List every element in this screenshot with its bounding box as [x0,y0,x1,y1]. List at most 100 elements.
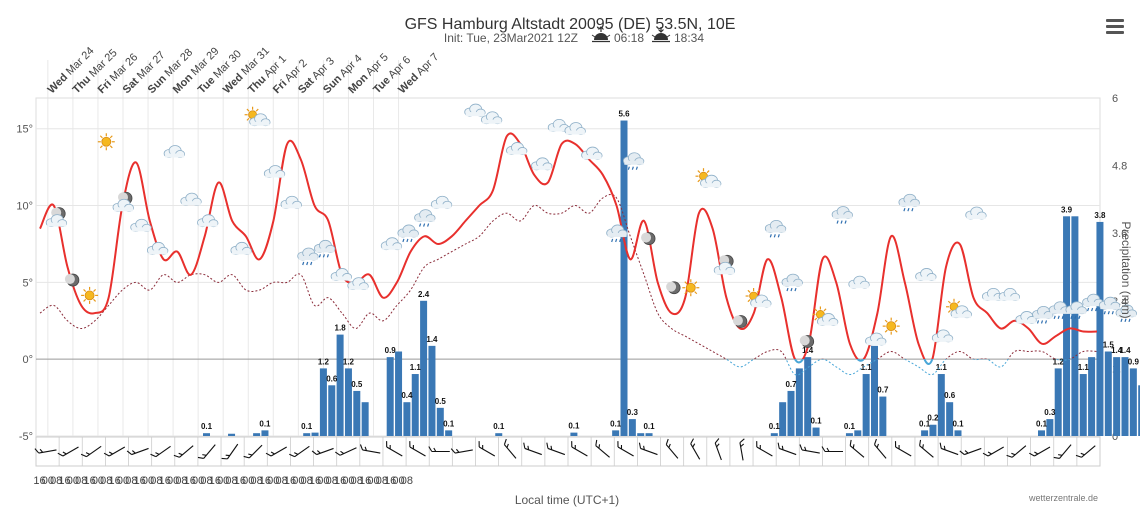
cloud-base [282,204,301,209]
rain-cloud-icon [1082,293,1104,312]
dewpoint-line-below-zero [725,359,1071,376]
sun-ray [246,108,250,112]
wind-staff [665,444,679,459]
chart-title: GFS Hamburg Altstadt 20095 (DE) 53.5N, 1… [405,16,736,33]
hour-label: 16 [184,475,196,487]
wind-feather [248,453,253,456]
rain-cloud-icon [1098,296,1121,315]
rain-drop [410,238,413,243]
wind-barb-icon [982,446,1004,457]
hour-label: 16 [234,475,246,487]
rain-cloud-icon [606,224,628,243]
wind-staff [503,444,517,459]
wind-feather [80,453,87,458]
menu-icon[interactable] [1104,16,1126,36]
wind-feather [571,441,573,448]
cloud-icon [263,165,286,178]
precipitation-bar [1113,357,1121,436]
cloud-base [1050,309,1070,314]
precipitation-value-label: 0.3 [1044,408,1056,417]
rain-drop [1074,315,1077,319]
precipitation-value-label: 0.5 [435,397,447,406]
precipitation-bar [946,402,954,436]
precipitation-bar [328,385,336,436]
wind-staff [478,446,496,457]
wind-staff [547,447,566,456]
precipitation-bar [879,396,887,436]
wind-feather [289,453,295,458]
wind-barb-icon [714,438,722,461]
rain-drop [1078,315,1081,319]
wind-feather [359,444,364,451]
wind-feather [638,442,642,449]
cloud-base [382,245,402,250]
rain-drop [1044,320,1048,324]
wind-staff [964,447,982,456]
wind-feather [340,450,345,455]
sun-ray [884,329,888,333]
rain-drop [306,261,309,266]
moon-shade [799,335,810,346]
hour-label: 16 [259,475,271,487]
wind-staff [919,445,934,458]
hour-label: 00 [92,475,104,487]
wind-feather [690,438,695,444]
hour-label: 00 [392,475,404,487]
cloud-base [165,153,185,158]
wind-feather [506,443,509,448]
temperature-tick: 15° [16,124,33,136]
wind-feather [668,443,671,448]
sun-ray [93,298,97,302]
sun-ray [957,300,961,304]
sun-ray [697,179,701,183]
wind-feather [898,444,900,450]
wind-staff [1011,445,1027,458]
sun-ray [99,135,103,139]
wind-feather [804,446,807,451]
wind-staff [714,442,722,461]
rain-cloud-icon [831,206,853,224]
cloud-base [565,130,585,135]
precipitation-value-label: 3.9 [1061,205,1073,214]
wind-feather [1058,454,1063,456]
wind-barb-icon [523,442,542,456]
precipitation-bar [787,390,795,436]
temperature-tick: 10° [16,201,33,213]
rain-cloud-icon [781,273,803,292]
wind-staff [86,445,102,458]
wind-barb-icon [150,445,171,458]
rain-drop [1095,307,1098,312]
moon-icon [732,315,748,328]
sunrise-icon [591,26,611,43]
sun-disc [101,136,112,147]
cloud-base [231,250,251,255]
hour-label: 00 [117,475,129,487]
cloud-base [348,285,368,290]
rain-cloud-icon [898,193,920,212]
precipitation-value-label: 0.2 [927,414,939,423]
rain-drop [326,254,329,258]
precipitation-value-label: 0.1 [1036,419,1048,428]
rain-drop [1087,307,1090,312]
sun-ray [814,308,818,312]
wind-feather [386,441,388,448]
wind-staff [941,447,959,456]
cloud-base [398,232,418,237]
wind-feather [665,438,669,445]
sun-ray [894,319,898,323]
wind-barb-icon [756,441,773,457]
cloud-icon [380,237,403,251]
cloud-base [181,201,201,206]
precipitation-value-label: 1.1 [936,363,948,372]
precipitation-bar [862,374,870,436]
precipitation-value-label: 0.1 [610,419,622,428]
wind-feather [294,452,299,455]
hour-label: 00 [192,475,204,487]
wind-feather [34,448,40,454]
rain-drop [310,261,313,266]
precipitation-bar [445,430,453,436]
wind-feather [39,448,44,453]
series-lines [39,132,1098,376]
